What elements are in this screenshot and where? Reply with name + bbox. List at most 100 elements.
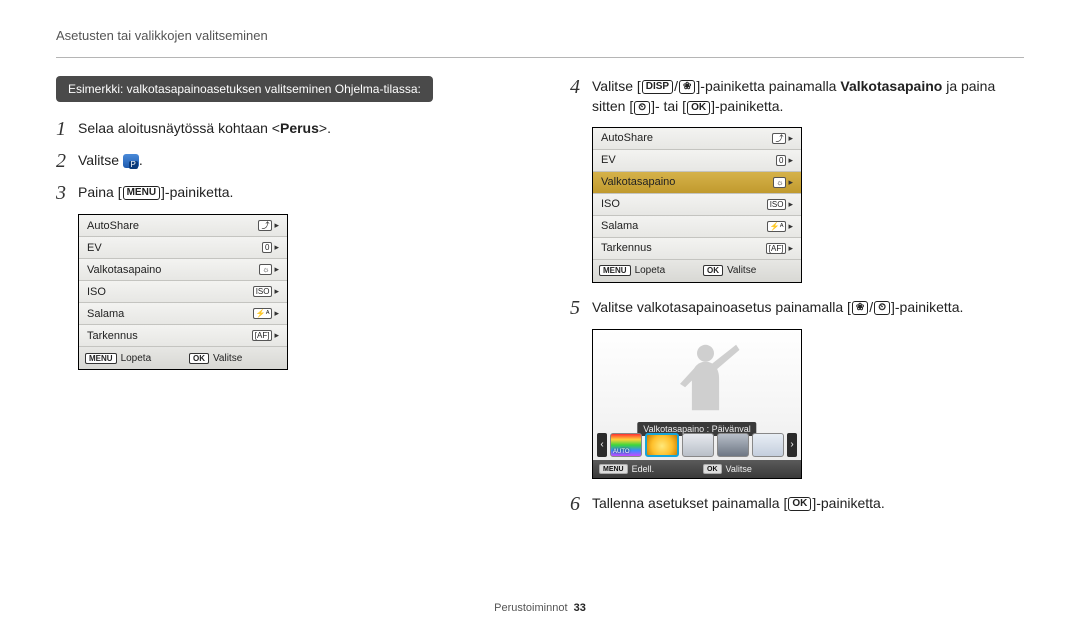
menu-row[interactable]: Tarkennus[AF]▸: [79, 325, 287, 347]
ok-btn-icon: OK: [703, 265, 723, 276]
menu-row[interactable]: Salama ⚡ᴬ▸: [79, 303, 287, 325]
wb-thumb-strip[interactable]: ‹AUTO ›: [597, 432, 797, 458]
step-5: 5 Valitse valkotasapainoasetus painamall…: [570, 297, 1024, 319]
step-1: 1 Selaa aloitusnäytössä kohtaan <Perus>.: [56, 118, 510, 140]
step-text: ]- tai [: [651, 98, 686, 114]
example-pill: Esimerkki: valkotasapainoasetuksen valit…: [56, 76, 433, 102]
wb-thumb[interactable]: [682, 433, 714, 457]
camera-menu-left: AutoShare ⤴▸ EV0▸ Valkotasapaino ☼▸ ISO ISO▸ Sa…: [78, 214, 288, 370]
menu-row[interactable]: Tarkennus [AF]▸: [593, 238, 801, 260]
menu-row-label: AutoShare: [87, 220, 139, 232]
menu-row-value: 0▸: [262, 242, 279, 253]
step-text: ja paina: [942, 78, 995, 94]
menu-footer-right: Valitse: [727, 265, 756, 276]
ok-icon: OK: [687, 101, 710, 115]
step-text: sitten [: [592, 98, 633, 114]
menu-row-value: ⤴▸: [258, 220, 279, 231]
menu-row[interactable]: EV0▸: [79, 237, 287, 259]
step-text: Tallenna asetukset painamalla [: [592, 495, 787, 511]
right-column: 4 Valitse [DISP/❀]-painiketta painamalla…: [570, 76, 1024, 525]
menu-row-value: ⚡ᴬ▸: [253, 308, 279, 319]
menu-row[interactable]: AutoShare ⤴▸: [79, 215, 287, 237]
step-text: >.: [319, 120, 331, 136]
step-4: 4 Valitse [DISP/❀]-painiketta painamalla…: [570, 76, 1024, 117]
menu-row-label: EV: [601, 154, 616, 166]
menu-row[interactable]: AutoShare ⤴▸: [593, 128, 801, 150]
menu-row[interactable]: Valkotasapaino☼▸: [593, 172, 801, 194]
menu-row-label: Salama: [87, 308, 124, 320]
menu-row-label: Tarkennus: [601, 242, 652, 254]
menu-row-value: [AF]▸: [766, 243, 793, 254]
left-column: Esimerkki: valkotasapainoasetuksen valit…: [56, 76, 510, 525]
menu-btn-icon: MENU: [599, 265, 631, 276]
camera-menu-right: AutoShare ⤴▸ EV 0▸ Valkotasapaino☼▸ ISO ISO▸ Sa…: [592, 127, 802, 283]
step-2: 2 Valitse .: [56, 150, 510, 172]
menu-btn-icon: MENU: [599, 464, 628, 474]
mode-p-icon: [123, 154, 139, 168]
wb-preview-panel: Valkotasapaino : Päivänval ‹AUTO› MENUEd…: [592, 329, 802, 479]
menu-row-value: ☼▸: [259, 264, 279, 275]
menu-row-label: Valkotasapaino: [87, 264, 161, 276]
menu-row-label: ISO: [87, 286, 106, 298]
footer-section: Perustoiminnot: [494, 602, 567, 614]
step-3: 3 Paina [MENU]-painiketta.: [56, 182, 510, 204]
ok-btn-icon: OK: [189, 353, 209, 364]
wb-thumb[interactable]: [752, 433, 784, 457]
menu-row[interactable]: ISO ISO▸: [79, 281, 287, 303]
macro-icon: ❀: [852, 301, 868, 315]
wb-next-button[interactable]: ›: [787, 433, 797, 457]
step-num: 1: [56, 118, 78, 140]
menu-btn-icon: MENU: [85, 353, 117, 364]
step-text: ]-painiketta painamalla: [696, 78, 840, 94]
macro-icon: ❀: [679, 80, 695, 94]
footer-page-number: 33: [574, 602, 586, 614]
timer-icon: ⏲: [634, 101, 650, 115]
wb-thumb[interactable]: [717, 433, 749, 457]
timer-icon: ⏲: [874, 301, 890, 315]
menu-row-value: ISO▸: [253, 286, 279, 297]
menu-row[interactable]: EV 0▸: [593, 150, 801, 172]
step-text: ]-painiketta.: [161, 184, 233, 200]
step-text: Valitse: [78, 152, 123, 168]
page-footer: Perustoiminnot 33: [0, 602, 1080, 614]
menu-row[interactable]: ISO ISO▸: [593, 194, 801, 216]
menu-footer-right: Valitse: [213, 353, 242, 364]
step-num: 5: [570, 297, 592, 319]
wb-thumb[interactable]: [645, 433, 679, 457]
wb-footer-left: Edell.: [632, 464, 655, 474]
wb-prev-button[interactable]: ‹: [597, 433, 607, 457]
step-num: 3: [56, 182, 78, 204]
menu-row-value: 0▸: [776, 155, 793, 166]
wb-thumb[interactable]: AUTO: [610, 433, 642, 457]
breadcrumb: Asetusten tai valikkojen valitseminen: [56, 28, 1024, 43]
step-num: 6: [570, 493, 592, 515]
menu-footer: MENU Lopeta OK Valitse: [593, 260, 801, 282]
menu-row[interactable]: Salama⚡ᴬ▸: [593, 216, 801, 238]
step-text: Valitse [: [592, 78, 641, 94]
menu-row-label: AutoShare: [601, 132, 653, 144]
step-6: 6 Tallenna asetukset painamalla [OK]-pai…: [570, 493, 1024, 515]
step-text: .: [139, 152, 143, 168]
menu-footer: MENU Lopeta OK Valitse: [79, 347, 287, 369]
ok-icon: OK: [788, 497, 811, 511]
menu-footer-left: Lopeta: [635, 265, 666, 276]
menu-row-value: ISO▸: [767, 199, 793, 210]
disp-icon: DISP: [642, 80, 673, 94]
step-text: ]-painiketta.: [891, 299, 963, 315]
menu-row-value: [AF]▸: [252, 330, 279, 341]
menu-row-label: ISO: [601, 198, 620, 210]
step-num: 4: [570, 76, 592, 117]
wb-footer: MENUEdell. OKValitse: [593, 460, 801, 478]
menu-row-label: Salama: [601, 220, 638, 232]
menu-footer-left: Lopeta: [121, 353, 152, 364]
menu-row-value: ⤴▸: [772, 133, 793, 144]
step-text: Paina [: [78, 184, 122, 200]
divider: [56, 57, 1024, 58]
menu-icon: MENU: [123, 186, 160, 200]
step-text: ]-painiketta.: [812, 495, 884, 511]
menu-row[interactable]: Valkotasapaino ☼▸: [79, 259, 287, 281]
ok-btn-icon: OK: [703, 464, 722, 474]
step-text: Valitse valkotasapainoasetus painamalla …: [592, 299, 851, 315]
step-bold: Valkotasapaino: [840, 78, 942, 94]
menu-row-label: Valkotasapaino: [601, 176, 675, 188]
